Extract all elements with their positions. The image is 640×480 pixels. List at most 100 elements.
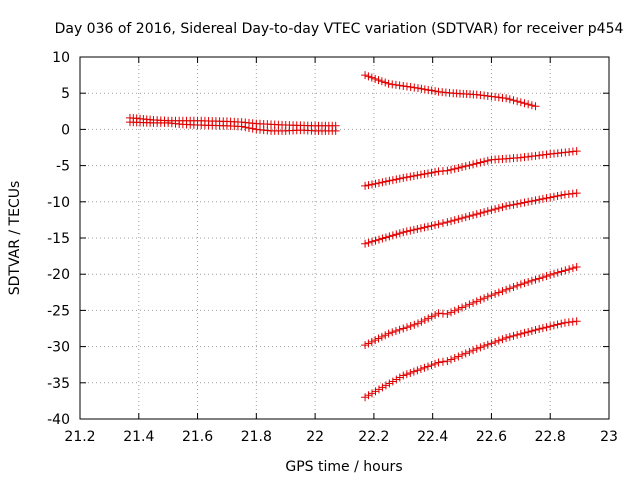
data-point (524, 197, 533, 206)
data-point (438, 357, 447, 366)
data-point (572, 147, 581, 156)
data-point (494, 288, 503, 297)
data-point (381, 233, 390, 242)
data-point (392, 175, 401, 184)
data-point (476, 343, 485, 352)
data-point (416, 170, 425, 179)
data-point (502, 94, 511, 103)
data-point (361, 181, 370, 190)
data-point (427, 312, 436, 321)
y-tick-label: -35 (47, 376, 70, 392)
x-tick-label: 22 (306, 429, 324, 445)
data-point (531, 196, 540, 205)
data-point (450, 216, 459, 225)
data-point (413, 366, 422, 375)
data-point (392, 230, 401, 239)
data-point (498, 287, 507, 296)
grid (80, 57, 609, 419)
data-point (546, 270, 555, 279)
data-point (443, 357, 452, 366)
data-point (438, 219, 447, 228)
data-point (423, 222, 432, 231)
data-point (535, 195, 544, 204)
data-point (374, 385, 383, 394)
data-point (458, 163, 467, 172)
y-axis-label: SDTVAR / TECUs (7, 181, 23, 296)
data-point (461, 301, 470, 310)
data-point (378, 383, 387, 392)
data-point (542, 323, 551, 332)
data-point (509, 200, 518, 209)
data-point (385, 232, 394, 241)
data-point (374, 178, 383, 187)
data-point (568, 264, 577, 273)
data-point (409, 171, 418, 180)
data-point (483, 207, 492, 216)
data-point (553, 268, 562, 277)
data-point (472, 297, 481, 306)
data-point (572, 262, 581, 271)
x-tick-label: 21.2 (64, 429, 95, 445)
data-point (378, 178, 387, 187)
data-point (527, 326, 536, 335)
data-point (368, 180, 377, 189)
data-point (431, 168, 440, 177)
data-point (531, 102, 540, 111)
data-point (427, 221, 436, 230)
data-point (410, 83, 419, 92)
data-point (498, 335, 507, 344)
data-point (388, 80, 397, 89)
data-point (520, 99, 529, 108)
data-point (476, 295, 485, 304)
data-point (391, 80, 400, 89)
data-point (443, 218, 452, 227)
data-point (443, 166, 452, 175)
data-point (385, 379, 394, 388)
data-point (505, 95, 514, 104)
series-track-2 (125, 118, 340, 135)
series-track-4 (361, 147, 581, 190)
y-tick-label: -40 (47, 412, 70, 428)
data-point (395, 373, 404, 382)
y-tick-label: -5 (56, 159, 70, 175)
x-tick-labels: 21.2 21.4 21.6 21.8 22 22.2 22.4 22.6 22.8 23 (64, 429, 618, 445)
data-point (513, 281, 522, 290)
data-point (546, 193, 555, 202)
data-point (434, 220, 443, 229)
data-point (402, 227, 411, 236)
data-point (538, 273, 547, 282)
data-point (531, 325, 540, 334)
data-point (447, 308, 456, 317)
data-point (371, 236, 380, 245)
data-point (417, 84, 426, 93)
data-point (527, 101, 536, 110)
data-point (572, 189, 581, 198)
data-point (509, 331, 518, 340)
data-point (402, 173, 411, 182)
x-tick-label: 21.4 (123, 429, 154, 445)
data-point (368, 389, 377, 398)
data-point (413, 84, 422, 93)
data-point (410, 320, 419, 329)
data-point (371, 74, 380, 83)
data-point (395, 325, 404, 334)
y-tick-label: 0 (61, 122, 70, 138)
y-tick-label: 5 (61, 86, 70, 102)
data-point (450, 354, 459, 363)
data-point (472, 159, 481, 168)
data-point (402, 82, 411, 91)
x-tick-label: 22.4 (417, 429, 448, 445)
data-point (361, 341, 370, 350)
data-point (391, 327, 400, 336)
data-point (450, 164, 459, 173)
data-point (427, 361, 436, 370)
data-point (487, 339, 496, 348)
data-point (476, 158, 485, 167)
y-tick-label: 10 (52, 50, 70, 66)
data-point (420, 85, 429, 94)
data-point (454, 215, 463, 224)
axis-ticks (79, 56, 610, 420)
data-point (469, 160, 478, 169)
data-point (381, 331, 390, 340)
